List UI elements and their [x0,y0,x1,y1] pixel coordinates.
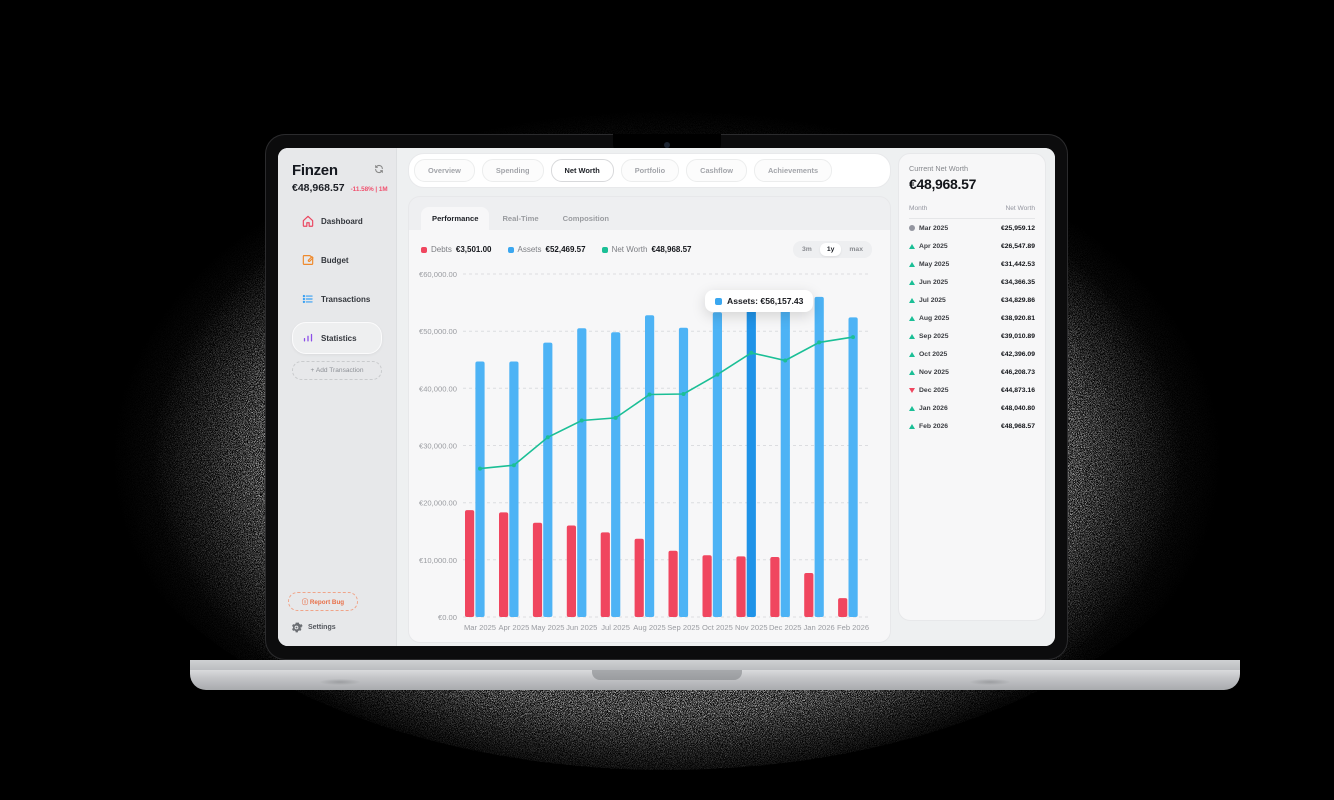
svg-text:€50,000.00: €50,000.00 [419,327,457,336]
svg-text:€10,000.00: €10,000.00 [419,556,457,565]
svg-text:€0.00: €0.00 [438,613,457,622]
svg-text:€60,000.00: €60,000.00 [419,270,457,279]
svg-text:Oct 2025: Oct 2025 [702,623,733,632]
svg-text:Aug 2025: Aug 2025 [633,623,666,632]
svg-text:€20,000.00: €20,000.00 [419,499,457,508]
svg-text:€30,000.00: €30,000.00 [419,442,457,451]
svg-text:May 2025: May 2025 [531,623,564,632]
svg-text:Jun 2025: Jun 2025 [566,623,597,632]
svg-text:€40,000.00: €40,000.00 [419,384,457,393]
svg-text:Nov 2025: Nov 2025 [735,623,768,632]
svg-text:Apr 2025: Apr 2025 [498,623,529,632]
svg-text:Mar 2025: Mar 2025 [464,623,496,632]
svg-text:Dec 2025: Dec 2025 [769,623,802,632]
svg-text:Jul 2025: Jul 2025 [601,623,630,632]
svg-text:Feb 2026: Feb 2026 [837,623,869,632]
svg-text:Sep 2025: Sep 2025 [667,623,700,632]
svg-text:Jan 2026: Jan 2026 [803,623,834,632]
